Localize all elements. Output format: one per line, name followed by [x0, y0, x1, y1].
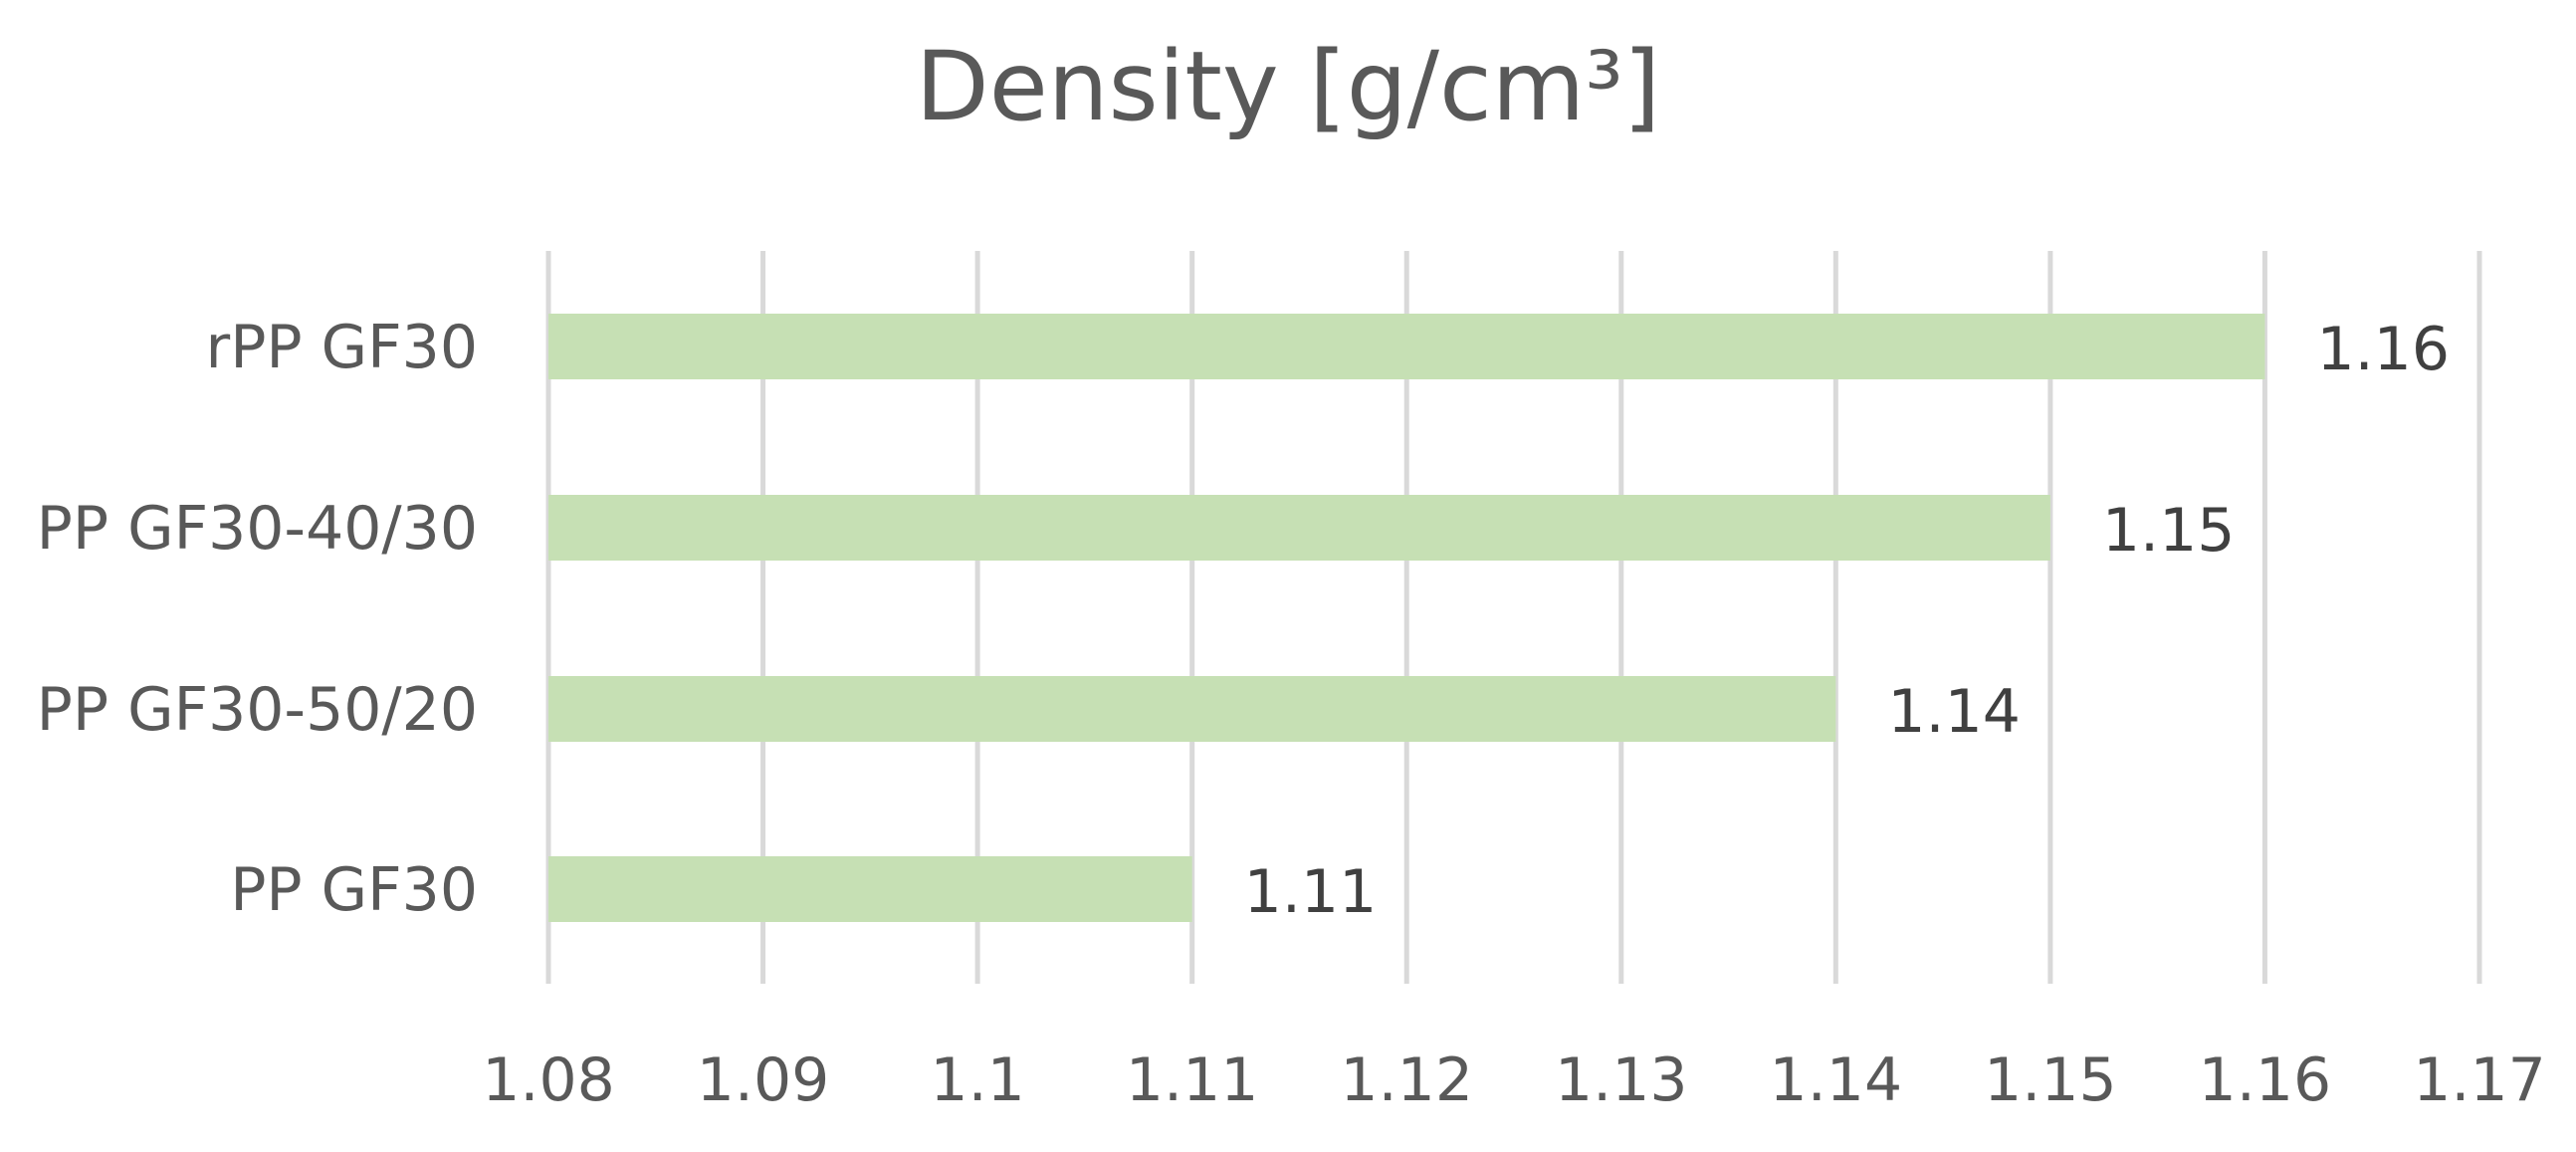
data-label-0: 1.16 — [2316, 315, 2450, 384]
chart-title: Density [g/cm³] — [916, 31, 1660, 142]
bar-1 — [548, 495, 2050, 561]
data-labels: 1.16 1.15 1.14 1.11 — [1244, 315, 2450, 927]
x-tick-label-8: 1.16 — [2199, 1045, 2332, 1115]
category-labels: rPP GF30 PP GF30-40/30 PP GF30-50/20 PP GF3… — [37, 313, 478, 925]
x-tick-label-9: 1.17 — [2413, 1045, 2546, 1115]
x-tick-label-0: 1.08 — [482, 1045, 615, 1115]
x-axis-tick-labels: 1.08 1.09 1.1 1.11 1.12 1.13 1.14 1.15 1.16 1.17 — [482, 1045, 2546, 1115]
x-tick-label-4: 1.12 — [1340, 1045, 1473, 1115]
bars — [548, 314, 2265, 922]
x-tick-label-2: 1.1 — [930, 1045, 1024, 1115]
x-tick-label-6: 1.14 — [1770, 1045, 1903, 1115]
x-tick-label-7: 1.15 — [1984, 1045, 2117, 1115]
x-tick-label-1: 1.09 — [697, 1045, 830, 1115]
data-label-2: 1.14 — [1887, 677, 2021, 747]
category-label-1: PP GF30-40/30 — [37, 494, 478, 564]
data-label-1: 1.15 — [2102, 496, 2236, 566]
bar-0 — [548, 314, 2265, 379]
category-label-3: PP GF30 — [230, 855, 478, 925]
x-tick-label-3: 1.11 — [1126, 1045, 1259, 1115]
x-tick-label-5: 1.13 — [1555, 1045, 1688, 1115]
bar-2 — [548, 676, 1836, 742]
bar-3 — [548, 856, 1192, 922]
category-label-2: PP GF30-50/20 — [37, 675, 478, 745]
category-label-0: rPP GF30 — [206, 313, 478, 382]
data-label-3: 1.11 — [1244, 857, 1378, 927]
